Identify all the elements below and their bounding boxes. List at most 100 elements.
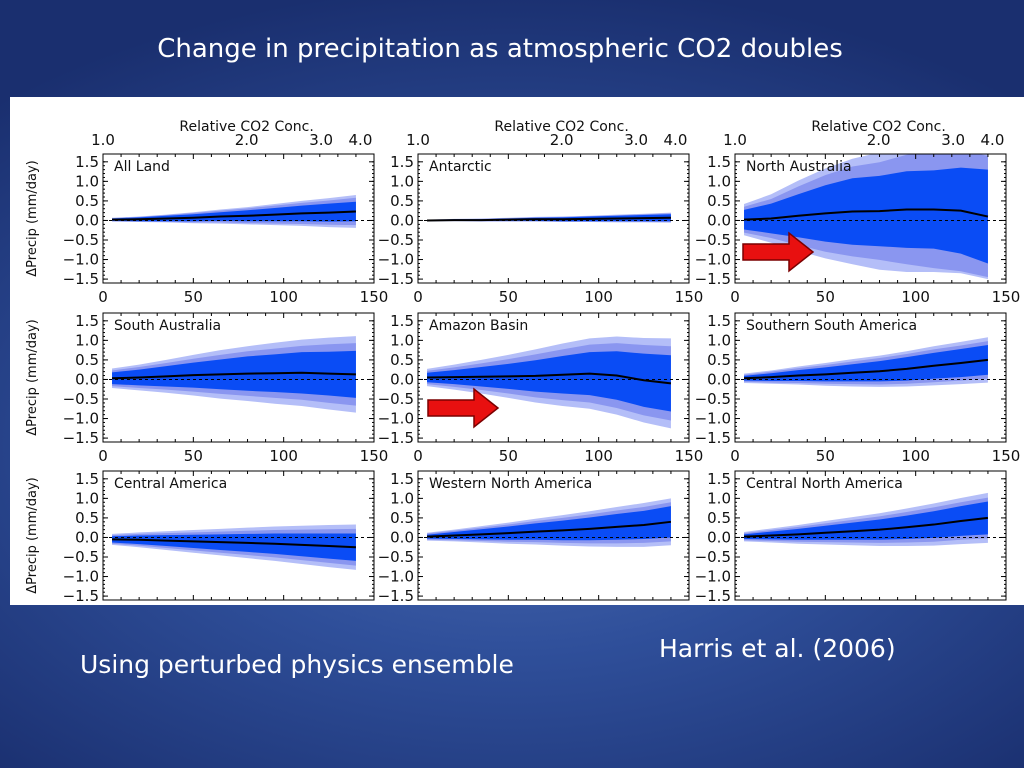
band-inner (427, 506, 671, 541)
y-tick-label: −0.5 (695, 548, 731, 566)
y-axis-label: ΔPrecip (mm/day) (25, 160, 40, 276)
y-tick-label: 1.5 (75, 312, 99, 330)
mean-line (426, 520, 672, 538)
panel-plot-area (418, 212, 689, 223)
top-axis-tick-label: 1.0 (723, 131, 747, 149)
y-tick-label: 1.5 (707, 153, 731, 171)
y-tick-label: −1.0 (378, 410, 414, 428)
x-tick-label: 100 (901, 447, 930, 465)
y-tick-label: 0.0 (707, 528, 731, 546)
mean-line (427, 216, 671, 222)
y-tick-label: 0.0 (707, 370, 731, 388)
x-tick-label: 0 (413, 447, 423, 465)
x-tick-label: 150 (360, 447, 389, 465)
x-tick-label: 100 (269, 447, 298, 465)
y-tick-label: −1.5 (378, 270, 414, 288)
y-tick-label: −0.5 (378, 548, 414, 566)
panel-south-australia: 1.51.0 0.50.0 −0.5 −1.0−1.50 50 100 150 ΔPrecip… (25, 312, 388, 465)
y-tick-label: −1.5 (63, 270, 99, 288)
y-tick-label: 0.0 (390, 528, 414, 546)
panel-plot-area (103, 195, 374, 228)
y-tick-label: −1.0 (695, 568, 731, 586)
panel-frame (417, 470, 690, 601)
y-tick-label: −1.5 (63, 587, 99, 605)
x-tick-label: 100 (584, 447, 613, 465)
band-inner (744, 167, 988, 264)
panel-plot-area (418, 336, 689, 429)
panel-frame (417, 153, 690, 284)
top-axis-tick-label: 1.0 (91, 131, 115, 149)
y-tick-label: 0.5 (75, 351, 99, 369)
y-tick-label: 0.0 (75, 370, 99, 388)
y-tick-label: −0.5 (63, 390, 99, 408)
y-tick-label: 0.0 (75, 528, 99, 546)
panel-frame (734, 153, 1007, 284)
panel-label: Central America (114, 476, 227, 492)
y-tick-label: 1.0 (75, 331, 99, 349)
y-tick-label: 1.0 (707, 172, 731, 190)
citation: Harris et al. (2006) (659, 634, 896, 663)
chart-figure: 1.5 1.0 0.5 0.0 −0.5 −1.0 −1.5 0 50 100 150 1.0 2.0 3… (10, 97, 1024, 605)
y-tick-label: 1.0 (707, 331, 731, 349)
slide-title: Change in precipitation as atmospheric C… (157, 34, 843, 64)
y-axis-label: ΔPrecip (mm/day) (25, 477, 40, 593)
y-tick-label: −1.0 (63, 251, 99, 269)
panel-frame (102, 312, 375, 443)
panel-amazon-basin: 1.51.0 0.50.0 −0.5 −1.0−1.50 50 100 150 Amazon … (378, 312, 704, 465)
top-axis-label: Relative CO2 Conc. (494, 119, 628, 135)
y-tick-label: −1.5 (378, 429, 414, 447)
panel-frame (102, 153, 375, 284)
y-tick-label: −1.5 (695, 270, 731, 288)
mean-line (112, 538, 356, 549)
y-tick-label: 0.5 (707, 351, 731, 369)
panel-central-north-america: 1.51.0 0.50.0 −0.5 −1.0−1.5 Central North Am… (695, 470, 1007, 605)
x-tick-label: 100 (584, 288, 613, 306)
y-tick-label: −1.0 (63, 410, 99, 428)
mean-line (743, 208, 989, 221)
top-axis-tick-label: 3.0 (941, 131, 965, 149)
x-tick-label: 150 (675, 447, 704, 465)
panel-label: Amazon Basin (429, 318, 528, 334)
x-tick-label: 100 (269, 288, 298, 306)
y-tick-label: 0.5 (75, 192, 99, 210)
y-tick-label: 0.0 (707, 211, 731, 229)
top-axis-tick-label: 4.0 (349, 131, 373, 149)
x-tick-label: 150 (992, 288, 1021, 306)
x-tick-label: 0 (413, 288, 423, 306)
top-axis-label: Relative CO2 Conc. (179, 119, 313, 135)
y-tick-label: 1.0 (707, 489, 731, 507)
band-inner (112, 201, 356, 222)
right-arrow-icon (742, 231, 815, 273)
top-axis-tick-label: 3.0 (624, 131, 648, 149)
y-tick-label: 1.5 (390, 312, 414, 330)
y-tick-label: 1.5 (390, 470, 414, 488)
top-axis-tick-label: 2.0 (235, 131, 259, 149)
y-tick-label: 0.5 (707, 192, 731, 210)
panel-western-north-america: 1.51.0 0.50.0 −0.5 −1.0−1.5 Western North Am… (378, 470, 690, 605)
x-tick-label: 50 (499, 288, 518, 306)
top-axis-label: Relative CO2 Conc. (811, 119, 945, 135)
panel-southern-south-america: 1.51.0 0.50.0 −0.5 −1.0−1.50 50 100 150 Souther… (695, 312, 1021, 465)
y-tick-label: 1.0 (75, 489, 99, 507)
y-tick-label: 0.5 (390, 192, 414, 210)
mean-line (743, 358, 989, 380)
y-tick-label: 1.0 (390, 489, 414, 507)
y-tick-label: 1.5 (707, 312, 731, 330)
y-tick-label: 1.5 (707, 470, 731, 488)
y-tick-label: 1.5 (75, 153, 99, 171)
y-tick-label: 1.5 (390, 153, 414, 171)
x-tick-label: 100 (901, 288, 930, 306)
y-tick-label: −1.0 (63, 568, 99, 586)
band-inner (744, 345, 988, 382)
y-tick-label: −0.5 (378, 390, 414, 408)
panel-label: All Land (114, 159, 170, 175)
y-tick-label: −0.5 (695, 390, 731, 408)
right-arrow-icon (427, 387, 500, 429)
y-tick-label: −1.5 (695, 587, 731, 605)
panel-label: Central North America (746, 476, 903, 492)
y-tick-label: 1.0 (390, 172, 414, 190)
y-tick-label: −1.5 (378, 587, 414, 605)
